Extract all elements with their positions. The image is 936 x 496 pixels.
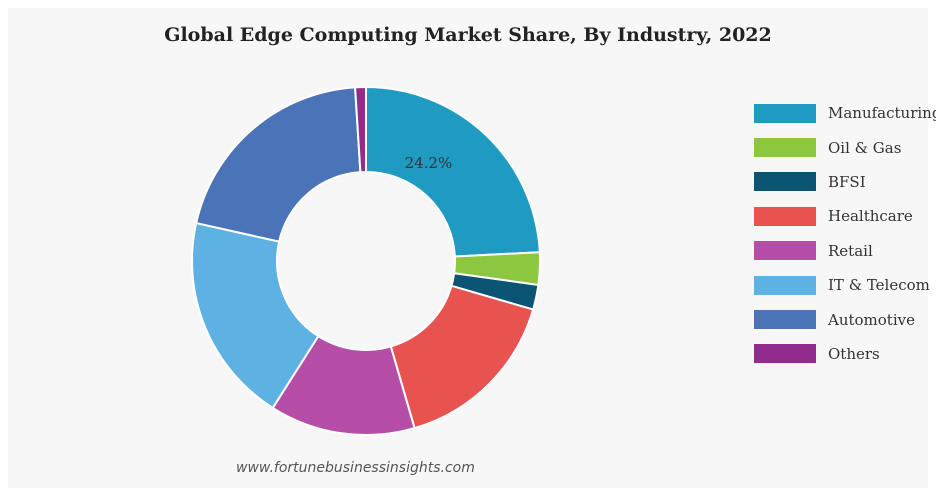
source-watermark: www.fortunebusinessinsights.com — [236, 460, 475, 476]
chart-title: Global Edge Computing Market Share, By I… — [164, 24, 772, 46]
legend-item-automotive[interactable]: Automotive — [754, 302, 936, 336]
legend-item-healthcare[interactable]: Healthcare — [754, 199, 936, 233]
legend-swatch — [754, 138, 816, 158]
legend-item-oil-and-gas[interactable]: Oil & Gas — [754, 130, 936, 164]
legend-swatch — [754, 103, 816, 123]
legend-swatch — [754, 310, 816, 330]
legend-label: BFSI — [828, 172, 866, 191]
legend-label: Others — [828, 344, 880, 363]
legend-swatch — [754, 241, 816, 261]
slice-others — [354, 85, 367, 174]
legend-label: Oil & Gas — [828, 138, 902, 157]
legend-label: Automotive — [828, 310, 915, 329]
legend-label: IT & Telecom — [828, 276, 930, 295]
legend-swatch — [754, 344, 816, 364]
legend-item-bfsi[interactable]: BFSI — [754, 165, 936, 199]
slice-automotive — [194, 86, 362, 243]
legend-swatch — [754, 275, 816, 295]
slice-manufacturing — [365, 85, 541, 258]
legend: Manufacturing Oil & Gas BFSI Healthcare Reta… — [754, 96, 936, 371]
legend-swatch — [754, 206, 816, 226]
legend-label: Manufacturing — [828, 104, 936, 123]
legend-swatch — [754, 172, 816, 192]
legend-label: Retail — [828, 241, 873, 260]
data-label-manufacturing: 24.2% — [405, 154, 453, 172]
legend-item-it-and-telecom[interactable]: IT & Telecom — [754, 268, 936, 302]
slice-healthcare — [389, 284, 535, 430]
legend-item-retail[interactable]: Retail — [754, 234, 936, 268]
legend-item-manufacturing[interactable]: Manufacturing — [754, 96, 936, 130]
legend-item-others[interactable]: Others — [754, 337, 936, 371]
legend-label: Healthcare — [828, 207, 913, 226]
slice-it-and-telecom — [191, 221, 320, 410]
